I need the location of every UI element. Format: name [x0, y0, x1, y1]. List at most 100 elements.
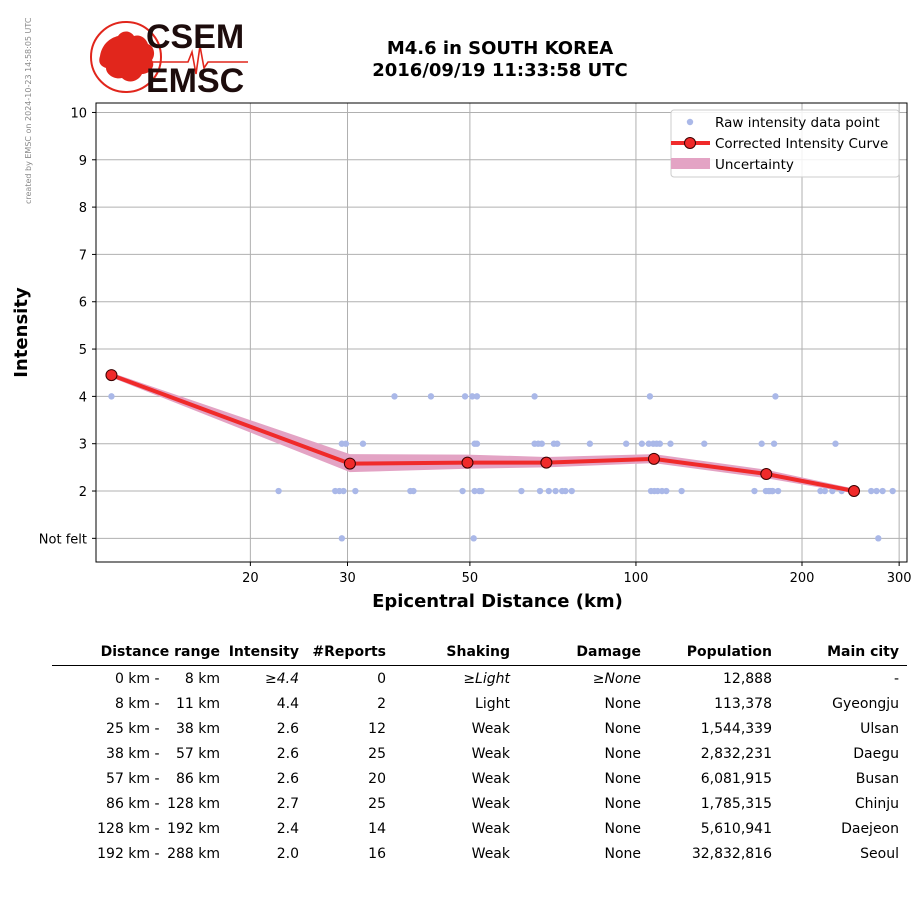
- distance-to: 11 km: [175, 695, 220, 712]
- distance-from: 0 km: [114, 670, 151, 687]
- legend-label-curve: Corrected Intensity Curve: [715, 136, 888, 152]
- intensity-cell: 2.4: [276, 820, 299, 837]
- shaking-cell: Weak: [471, 820, 510, 837]
- legend-band-swatch: [671, 158, 710, 169]
- distance-range-cell: 128 km - 192 km: [52, 816, 228, 841]
- distance-to: 288 km: [167, 845, 220, 862]
- distance-range-cell: 86 km - 128 km: [52, 791, 228, 816]
- curve-marker: [848, 485, 861, 498]
- y-tick-label: 7: [79, 248, 87, 263]
- reports-cell: 0: [377, 670, 386, 687]
- legend-curve-marker: [684, 137, 696, 149]
- raw-data-point: [427, 393, 435, 400]
- distance-range-cell: 0 km - 8 km: [52, 666, 228, 692]
- distance-to: 192 km: [167, 820, 220, 837]
- intensity-cell: ≥4.4: [265, 670, 299, 687]
- header-distance-range: Distance range: [52, 640, 228, 666]
- raw-data-point: [889, 487, 896, 495]
- y-tick-label: 6: [79, 296, 87, 311]
- raw-data-point: [342, 440, 350, 447]
- table-row: 192 km - 288 km 2.0 16 Weak None 32,832,816 Se…: [52, 841, 907, 866]
- population-cell: 2,832,231: [700, 745, 772, 762]
- raw-data-point: [758, 440, 765, 447]
- uncertainty-band: [111, 372, 855, 494]
- table-row: 25 km - 38 km 2.6 12 Weak None 1,544,339 Ulsan: [52, 716, 907, 741]
- x-tick-label: 30: [339, 571, 356, 586]
- distance-separator: -: [150, 720, 164, 737]
- distance-separator: -: [150, 670, 164, 687]
- population-cell: 1,785,315: [700, 795, 772, 812]
- raw-data-point: [108, 393, 115, 400]
- damage-cell: ≥None: [592, 670, 641, 687]
- reports-cell: 20: [368, 770, 386, 787]
- distance-to: 57 km: [175, 745, 220, 762]
- distance-from: 57 km: [106, 770, 151, 787]
- raw-data-point: [868, 487, 875, 495]
- raw-data-point: [568, 487, 575, 495]
- raw-data-point: [832, 440, 839, 447]
- y-axis-label: Intensity: [11, 287, 32, 378]
- raw-data-point: [461, 393, 469, 400]
- raw-data-point: [473, 393, 481, 400]
- raw-data-point: [410, 487, 417, 495]
- raw-data-point: [701, 440, 708, 447]
- intensity-table: Distance range Intensity #Reports Shakin…: [52, 640, 907, 866]
- raw-data-point: [352, 487, 359, 495]
- raw-data-point: [875, 535, 882, 542]
- y-tick-label: 8: [79, 201, 87, 216]
- curve-marker: [343, 457, 356, 470]
- distance-from: 192 km: [97, 845, 151, 862]
- header-main-city: Main city: [780, 640, 907, 666]
- raw-data-point: [646, 393, 654, 400]
- chart-title-line-2: 2016/09/19 11:33:58 UTC: [372, 60, 628, 81]
- distance-from: 25 km: [106, 720, 151, 737]
- reports-cell: 16: [368, 845, 386, 862]
- shaking-cell: Weak: [471, 770, 510, 787]
- distance-separator: -: [150, 845, 164, 862]
- reports-cell: 2: [377, 695, 386, 712]
- intensity-cell: 2.7: [276, 795, 299, 812]
- raw-data-point: [622, 440, 630, 447]
- damage-cell: None: [604, 720, 641, 737]
- distance-range-cell: 57 km - 86 km: [52, 766, 228, 791]
- table-row: 8 km - 11 km 4.4 2 Light None 113,378 Gyeongju: [52, 691, 907, 716]
- damage-cell: None: [604, 745, 641, 762]
- intensity-cell: 2.0: [276, 845, 299, 862]
- raw-data-point: [340, 487, 347, 495]
- shaking-cell: Weak: [471, 845, 510, 862]
- reports-cell: 14: [368, 820, 386, 837]
- raw-data-point: [391, 393, 398, 400]
- table-row: 128 km - 192 km 2.4 14 Weak None 5,610,941 Dae…: [52, 816, 907, 841]
- main-city-cell: Chinju: [854, 795, 899, 812]
- chart-title-line-1: M4.6 in SOUTH KOREA: [386, 38, 614, 59]
- raw-data-point: [359, 440, 367, 447]
- reports-cell: 25: [368, 795, 386, 812]
- population-cell: 5,610,941: [700, 820, 772, 837]
- main-city-cell: Ulsan: [860, 720, 899, 737]
- logo-emsc-text: EMSC: [146, 62, 244, 98]
- raw-data-point: [562, 487, 569, 495]
- shaking-cell: Weak: [471, 745, 510, 762]
- distance-range-cell: 8 km - 11 km: [52, 691, 228, 716]
- raw-data-point: [552, 487, 559, 495]
- raw-data-point: [817, 487, 824, 495]
- header-damage: Damage: [518, 640, 649, 666]
- y-tick-label: 10: [70, 106, 87, 121]
- table-header-row: Distance range Intensity #Reports Shakin…: [52, 640, 907, 666]
- logo-europe-map: [99, 31, 155, 82]
- curve-marker: [647, 452, 660, 465]
- raw-data-point: [879, 487, 886, 495]
- damage-cell: None: [604, 695, 641, 712]
- table-row: 57 km - 86 km 2.6 20 Weak None 6,081,915 Busan: [52, 766, 907, 791]
- y-tick-label: Not felt: [39, 532, 87, 547]
- shaking-cell: Light: [475, 695, 510, 712]
- table-row: 0 km - 8 km ≥4.4 0 ≥Light ≥None 12,888 -: [52, 666, 907, 692]
- logo-seismo-line: [148, 45, 248, 75]
- curve-marker: [760, 467, 773, 480]
- raw-data-point: [769, 487, 776, 495]
- raw-data-point: [667, 440, 674, 447]
- distance-from: 86 km: [106, 795, 151, 812]
- x-tick-label: 300: [887, 571, 912, 586]
- damage-cell: None: [604, 770, 641, 787]
- raw-data-point: [829, 487, 836, 495]
